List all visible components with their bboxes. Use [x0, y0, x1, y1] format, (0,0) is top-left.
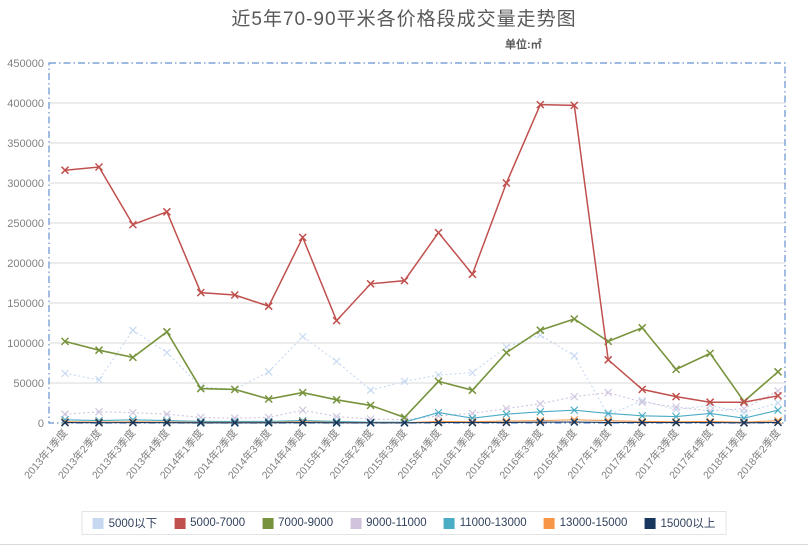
legend-item: 7000-9000 — [262, 517, 333, 529]
svg-text:350000: 350000 — [7, 138, 44, 150]
legend-item: 11000-13000 — [443, 517, 527, 529]
svg-text:200000: 200000 — [7, 258, 44, 270]
legend-item: 5000-7000 — [174, 517, 245, 529]
legend-label: 15000以上 — [660, 518, 716, 530]
svg-text:400000: 400000 — [7, 98, 44, 110]
legend-label: 9000-11000 — [366, 517, 427, 529]
legend-swatch — [92, 517, 104, 529]
legend-swatch — [543, 517, 555, 529]
legend-item: 15000以上 — [644, 515, 715, 531]
svg-text:0: 0 — [38, 418, 44, 430]
legend-label: 13000-15000 — [559, 517, 628, 529]
legend-item: 5000以下 — [92, 515, 158, 531]
svg-text:50000: 50000 — [13, 378, 44, 390]
svg-text:450000: 450000 — [7, 58, 44, 70]
svg-text:150000: 150000 — [7, 298, 44, 310]
legend-label: 5000以下 — [108, 518, 158, 530]
svg-text:300000: 300000 — [7, 178, 44, 190]
svg-text:250000: 250000 — [7, 218, 44, 230]
legend: 5000以下 5000-7000 7000-9000 9000-11000 11000-… — [81, 511, 727, 535]
legend-item: 13000-15000 — [543, 517, 628, 529]
legend-swatch — [644, 517, 656, 529]
legend-label: 7000-9000 — [278, 517, 334, 529]
legend-label: 5000-7000 — [190, 517, 246, 529]
legend-label: 11000-13000 — [459, 517, 527, 529]
legend-swatch — [443, 517, 455, 529]
chart-title: 近5年70-90平米各价格段成交量走势图 — [231, 9, 577, 30]
legend-swatch — [174, 517, 186, 529]
chart-unit-label: 单位:㎡ — [505, 39, 542, 51]
legend-item: 9000-11000 — [350, 517, 427, 529]
svg-text:100000: 100000 — [7, 338, 44, 350]
legend-swatch — [350, 517, 362, 529]
legend-swatch — [262, 517, 274, 529]
line-chart: 0 50000 100000 150000 200000 250000 300000 3500… — [7, 58, 786, 481]
chart-header: 近5年70-90平米各价格段成交量走势图 — [0, 8, 808, 32]
